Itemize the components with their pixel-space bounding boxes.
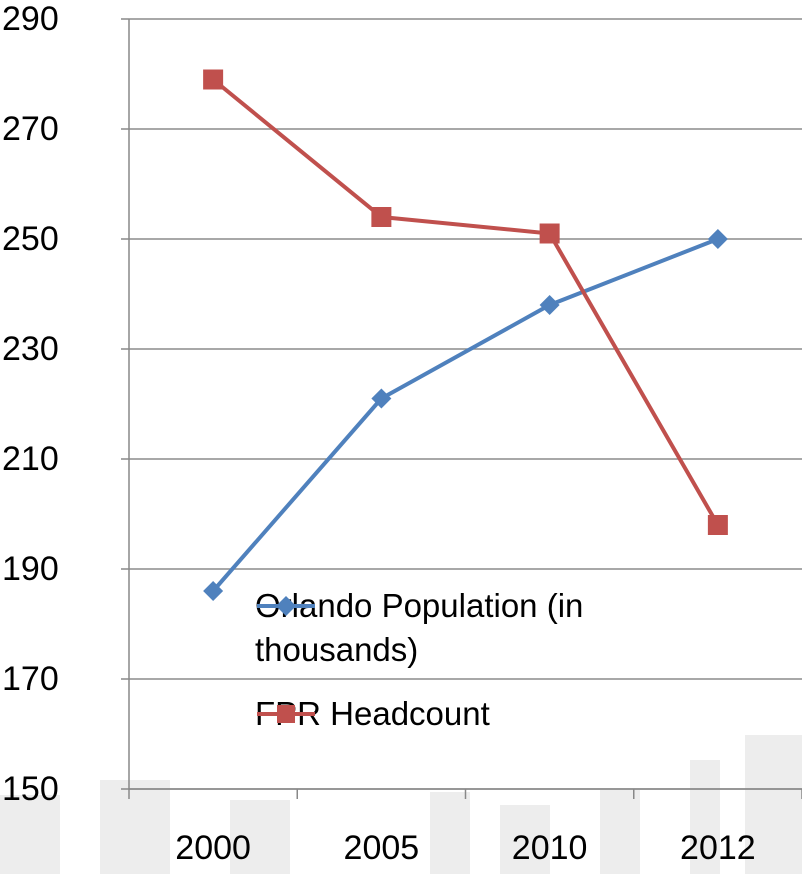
chart-canvas: 150 170 190 210 230 250 270 290 2000 2005 2010 2012 bbox=[0, 0, 802, 874]
legend-entry: FPR Headcount bbox=[255, 692, 615, 736]
y-tick-label: 170 bbox=[2, 660, 59, 698]
legend-swatch bbox=[255, 584, 317, 628]
marker bbox=[540, 295, 560, 315]
legend-entry: Orlando Population (in thousands) bbox=[255, 584, 615, 672]
x-tick-label: 2010 bbox=[512, 829, 588, 867]
y-tick-label: 190 bbox=[2, 550, 59, 588]
chart: 150 170 190 210 230 250 270 290 2000 2005 2010 2012… bbox=[0, 0, 802, 874]
y-tick-label: 150 bbox=[2, 770, 59, 808]
x-tick-label: 2012 bbox=[680, 829, 756, 867]
marker bbox=[708, 515, 728, 535]
x-tick-label: 2000 bbox=[175, 829, 251, 867]
y-tick-label: 210 bbox=[2, 440, 59, 478]
series-line bbox=[213, 239, 718, 591]
y-tick-label: 290 bbox=[2, 0, 59, 38]
series-line bbox=[213, 80, 718, 526]
marker bbox=[708, 229, 728, 249]
y-tick-label: 250 bbox=[2, 220, 59, 258]
y-tick-label: 270 bbox=[2, 110, 59, 148]
legend-swatch bbox=[255, 692, 317, 736]
marker bbox=[203, 70, 223, 90]
x-tick-label: 2005 bbox=[344, 829, 420, 867]
marker bbox=[371, 207, 391, 227]
y-tick-label: 230 bbox=[2, 330, 59, 368]
marker bbox=[540, 224, 560, 244]
